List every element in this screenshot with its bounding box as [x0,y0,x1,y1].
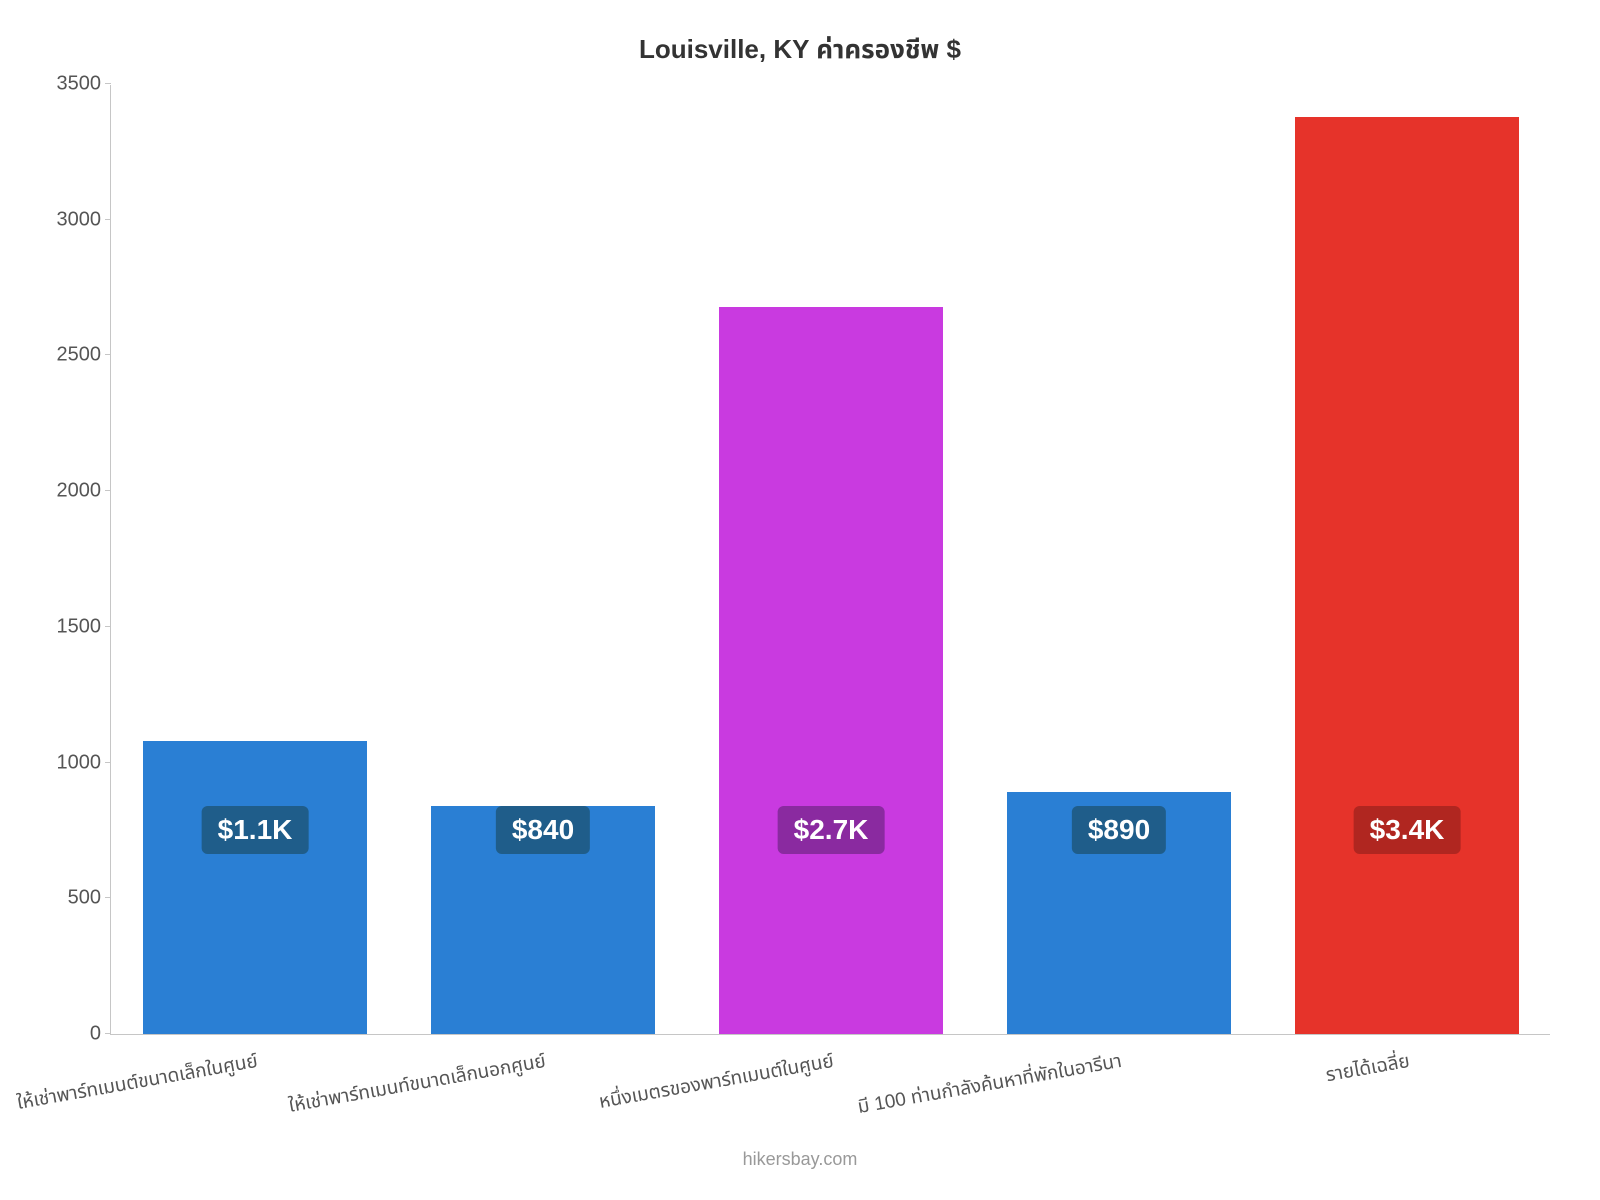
y-tick-label: 3000 [41,208,101,231]
x-category-label: มี 100 ท่านกำลังค้นหาที่พักในอารีนา [627,1047,1124,1162]
y-tick-mark [105,1033,111,1034]
y-tick-mark [105,219,111,220]
y-tick-label: 3500 [41,73,101,96]
y-tick-label: 2000 [41,480,101,503]
x-category-label: รายได้เฉลี่ย [915,1047,1412,1162]
plot-area: 0500100015002000250030003500$1.1Kให้เช่า… [110,85,1550,1035]
y-tick-label: 1000 [41,751,101,774]
y-tick-mark [105,354,111,355]
y-tick-mark [105,626,111,627]
bar-value-label: $1.1K [202,806,309,854]
y-tick-mark [105,897,111,898]
bar-value-label: $890 [1072,806,1166,854]
y-tick-label: 1500 [41,615,101,638]
bar-value-label: $3.4K [1354,806,1461,854]
y-tick-label: 0 [41,1023,101,1046]
bar [1295,117,1520,1034]
chart-title: Louisville, KY ค่าครองชีพ $ [0,30,1600,70]
x-category-label: หนึ่งเมตรของพาร์ทเมนต์ในศูนย์ [339,1047,836,1162]
y-tick-label: 500 [41,887,101,910]
y-tick-mark [105,83,111,84]
bar-value-label: $2.7K [778,806,885,854]
cost-of-living-chart: Louisville, KY ค่าครองชีพ $ 050010001500… [0,0,1600,1200]
y-tick-mark [105,490,111,491]
bar [719,307,944,1034]
bar [143,741,368,1034]
x-category-label: ให้เช่าพาร์ทเมนท์ขนาดเล็กนอกศูนย์ [51,1047,548,1162]
y-tick-label: 2500 [41,344,101,367]
bar-value-label: $840 [496,806,590,854]
y-tick-mark [105,762,111,763]
attribution-text: hikersbay.com [0,1149,1600,1170]
